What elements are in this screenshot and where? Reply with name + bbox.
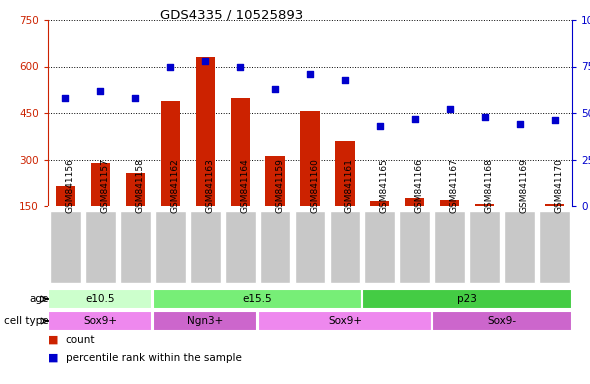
FancyBboxPatch shape	[50, 211, 81, 283]
Text: ■: ■	[48, 353, 58, 363]
FancyBboxPatch shape	[399, 211, 430, 283]
FancyBboxPatch shape	[48, 311, 152, 331]
FancyBboxPatch shape	[85, 211, 116, 283]
Text: Sox9+: Sox9+	[83, 316, 117, 326]
FancyBboxPatch shape	[434, 211, 465, 283]
Text: GSM841157: GSM841157	[100, 158, 109, 213]
Text: GSM841161: GSM841161	[345, 158, 354, 213]
Point	[515, 121, 525, 127]
FancyBboxPatch shape	[153, 311, 257, 331]
Bar	[266, 156, 284, 206]
Text: p23: p23	[457, 294, 477, 304]
Text: age: age	[30, 294, 49, 304]
Text: GSM841156: GSM841156	[65, 158, 74, 213]
Text: GSM841159: GSM841159	[275, 158, 284, 213]
Point	[410, 116, 419, 122]
Bar	[56, 186, 75, 206]
FancyBboxPatch shape	[330, 211, 360, 283]
Text: GSM841164: GSM841164	[240, 158, 249, 213]
Text: Sox9+: Sox9+	[328, 316, 362, 326]
Text: GSM841170: GSM841170	[555, 158, 563, 213]
Bar	[196, 57, 215, 206]
Point	[61, 95, 70, 101]
Point	[340, 76, 350, 83]
Text: GSM841168: GSM841168	[484, 158, 494, 213]
FancyBboxPatch shape	[48, 289, 152, 309]
FancyBboxPatch shape	[362, 289, 572, 309]
Point	[375, 123, 385, 129]
Point	[96, 88, 105, 94]
Text: GSM841162: GSM841162	[171, 158, 179, 213]
FancyBboxPatch shape	[225, 211, 255, 283]
Text: GSM841158: GSM841158	[135, 158, 145, 213]
Bar	[231, 98, 250, 206]
FancyBboxPatch shape	[539, 211, 570, 283]
Point	[201, 58, 210, 64]
Bar	[91, 162, 110, 206]
FancyBboxPatch shape	[504, 211, 535, 283]
Text: GDS4335 / 10525893: GDS4335 / 10525893	[160, 8, 303, 21]
Bar	[545, 204, 564, 206]
Bar	[405, 198, 424, 206]
FancyBboxPatch shape	[294, 211, 325, 283]
Text: GSM841163: GSM841163	[205, 158, 214, 213]
Point	[305, 71, 314, 77]
Text: ■: ■	[48, 335, 58, 345]
Point	[550, 118, 559, 124]
Bar	[300, 111, 320, 206]
Text: Ngn3+: Ngn3+	[187, 316, 224, 326]
Text: GSM841167: GSM841167	[450, 158, 459, 213]
Bar	[440, 200, 460, 206]
Point	[445, 106, 454, 113]
Bar	[475, 204, 494, 206]
Text: GSM841169: GSM841169	[520, 158, 529, 213]
Text: percentile rank within the sample: percentile rank within the sample	[65, 353, 241, 363]
FancyBboxPatch shape	[258, 311, 432, 331]
FancyBboxPatch shape	[120, 211, 150, 283]
Text: GSM841166: GSM841166	[415, 158, 424, 213]
Text: cell type: cell type	[4, 316, 49, 326]
Point	[166, 63, 175, 70]
FancyBboxPatch shape	[469, 211, 500, 283]
Text: GSM841160: GSM841160	[310, 158, 319, 213]
Bar	[160, 101, 180, 206]
FancyBboxPatch shape	[260, 211, 290, 283]
Point	[235, 63, 245, 70]
Bar	[335, 141, 355, 206]
Text: GSM841165: GSM841165	[380, 158, 389, 213]
FancyBboxPatch shape	[432, 311, 572, 331]
Point	[480, 114, 489, 120]
FancyBboxPatch shape	[155, 211, 186, 283]
Point	[130, 95, 140, 101]
Text: count: count	[65, 335, 95, 345]
FancyBboxPatch shape	[153, 289, 362, 309]
Text: e10.5: e10.5	[86, 294, 115, 304]
Text: e15.5: e15.5	[243, 294, 273, 304]
FancyBboxPatch shape	[365, 211, 395, 283]
FancyBboxPatch shape	[190, 211, 221, 283]
Text: Sox9-: Sox9-	[487, 316, 517, 326]
Bar	[126, 174, 145, 206]
Point	[270, 86, 280, 92]
Bar	[371, 201, 389, 206]
